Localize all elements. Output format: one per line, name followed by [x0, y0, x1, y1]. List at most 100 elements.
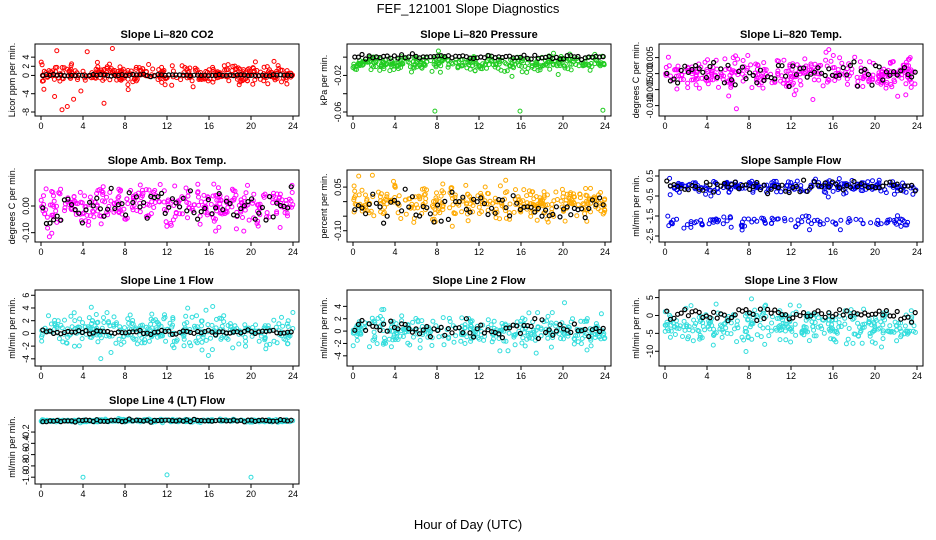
reference-point: [582, 215, 588, 221]
y-tick-label: -0.02: [333, 65, 343, 86]
data-point: [878, 319, 884, 325]
y-tick-label: 6: [21, 293, 31, 298]
data-point: [358, 326, 364, 332]
data-point: [681, 77, 686, 82]
data-point: [224, 209, 230, 215]
data-point: [867, 76, 873, 82]
reference-point: [456, 199, 462, 205]
data-point: [132, 77, 138, 82]
data-point: [192, 323, 197, 329]
data-point: [100, 192, 106, 197]
data-point: [826, 77, 832, 83]
data-point: [763, 302, 769, 308]
reference-point: [159, 190, 165, 196]
reference-point: [177, 204, 183, 210]
x-tick-label: 16: [828, 121, 838, 131]
data-point: [139, 335, 145, 341]
reference-point: [148, 331, 154, 337]
data-point: [155, 334, 160, 340]
data-point: [740, 58, 746, 63]
data-point: [895, 93, 901, 99]
data-point: [562, 218, 568, 224]
data-point: [369, 172, 375, 178]
data-point: [553, 323, 559, 329]
data-point: [680, 334, 685, 339]
data-point: [392, 195, 398, 200]
data-point: [545, 335, 551, 341]
data-point: [161, 188, 167, 194]
data-point: [478, 66, 484, 71]
data-point: [898, 223, 904, 229]
data-point: [371, 329, 377, 335]
reference-point: [79, 220, 86, 226]
outlier-point: [600, 107, 606, 113]
reference-point: [542, 329, 549, 336]
data-point: [742, 185, 748, 191]
data-point: [196, 194, 201, 200]
reference-point: [485, 211, 491, 218]
data-point: [225, 336, 231, 342]
data-point: [699, 222, 705, 228]
reference-point: [757, 67, 764, 73]
reference-point: [137, 327, 143, 333]
y-tick-label: -0.06: [333, 102, 343, 123]
data-point: [431, 216, 437, 222]
data-point: [198, 199, 204, 205]
data-point: [285, 213, 290, 219]
data-point: [769, 221, 775, 226]
data-point: [577, 195, 583, 201]
x-tick-label: 16: [828, 371, 838, 381]
reference-point: [568, 212, 574, 218]
data-point: [795, 217, 801, 223]
data-point: [831, 65, 837, 70]
data-point: [188, 343, 194, 349]
data-point: [285, 334, 291, 340]
reference-point: [355, 203, 361, 209]
data-point: [544, 318, 550, 324]
data-point: [434, 190, 439, 196]
data-point: [715, 190, 721, 196]
data-point: [483, 61, 488, 67]
reference-point: [363, 56, 369, 62]
reference-point: [474, 199, 480, 205]
data-point: [544, 216, 550, 222]
data-point: [691, 317, 697, 323]
data-point: [585, 201, 591, 207]
reference-point: [285, 205, 291, 211]
outlier-point: [125, 87, 131, 93]
reference-point: [532, 209, 538, 215]
data-point: [796, 69, 802, 74]
data-point: [728, 331, 734, 337]
data-point: [43, 186, 49, 192]
reference-point: [94, 195, 100, 201]
y-tick-label: -8: [21, 108, 31, 116]
data-point: [525, 330, 531, 336]
data-point: [101, 320, 107, 325]
reference-point: [793, 72, 800, 78]
y-tick-label: -0.10: [333, 220, 343, 241]
data-point: [761, 216, 766, 222]
x-tick-label: 8: [434, 121, 439, 131]
data-point: [288, 198, 294, 204]
reference-point: [499, 335, 505, 341]
data-point: [275, 63, 281, 69]
data-point: [140, 190, 146, 196]
reference-point: [700, 187, 706, 193]
data-point: [285, 341, 291, 347]
reference-point: [395, 55, 401, 61]
data-point: [393, 321, 399, 327]
data-point: [719, 334, 725, 340]
data-point: [264, 64, 270, 70]
data-point: [120, 66, 126, 72]
data-point: [104, 209, 110, 215]
y-tick-label: 4: [21, 55, 31, 60]
reference-point: [166, 328, 172, 334]
data-point: [45, 225, 51, 231]
data-point: [182, 65, 188, 70]
reference-point: [790, 63, 796, 69]
reference-point: [851, 178, 857, 185]
data-point: [186, 205, 192, 211]
data-point: [580, 63, 586, 69]
data-point: [543, 202, 548, 208]
